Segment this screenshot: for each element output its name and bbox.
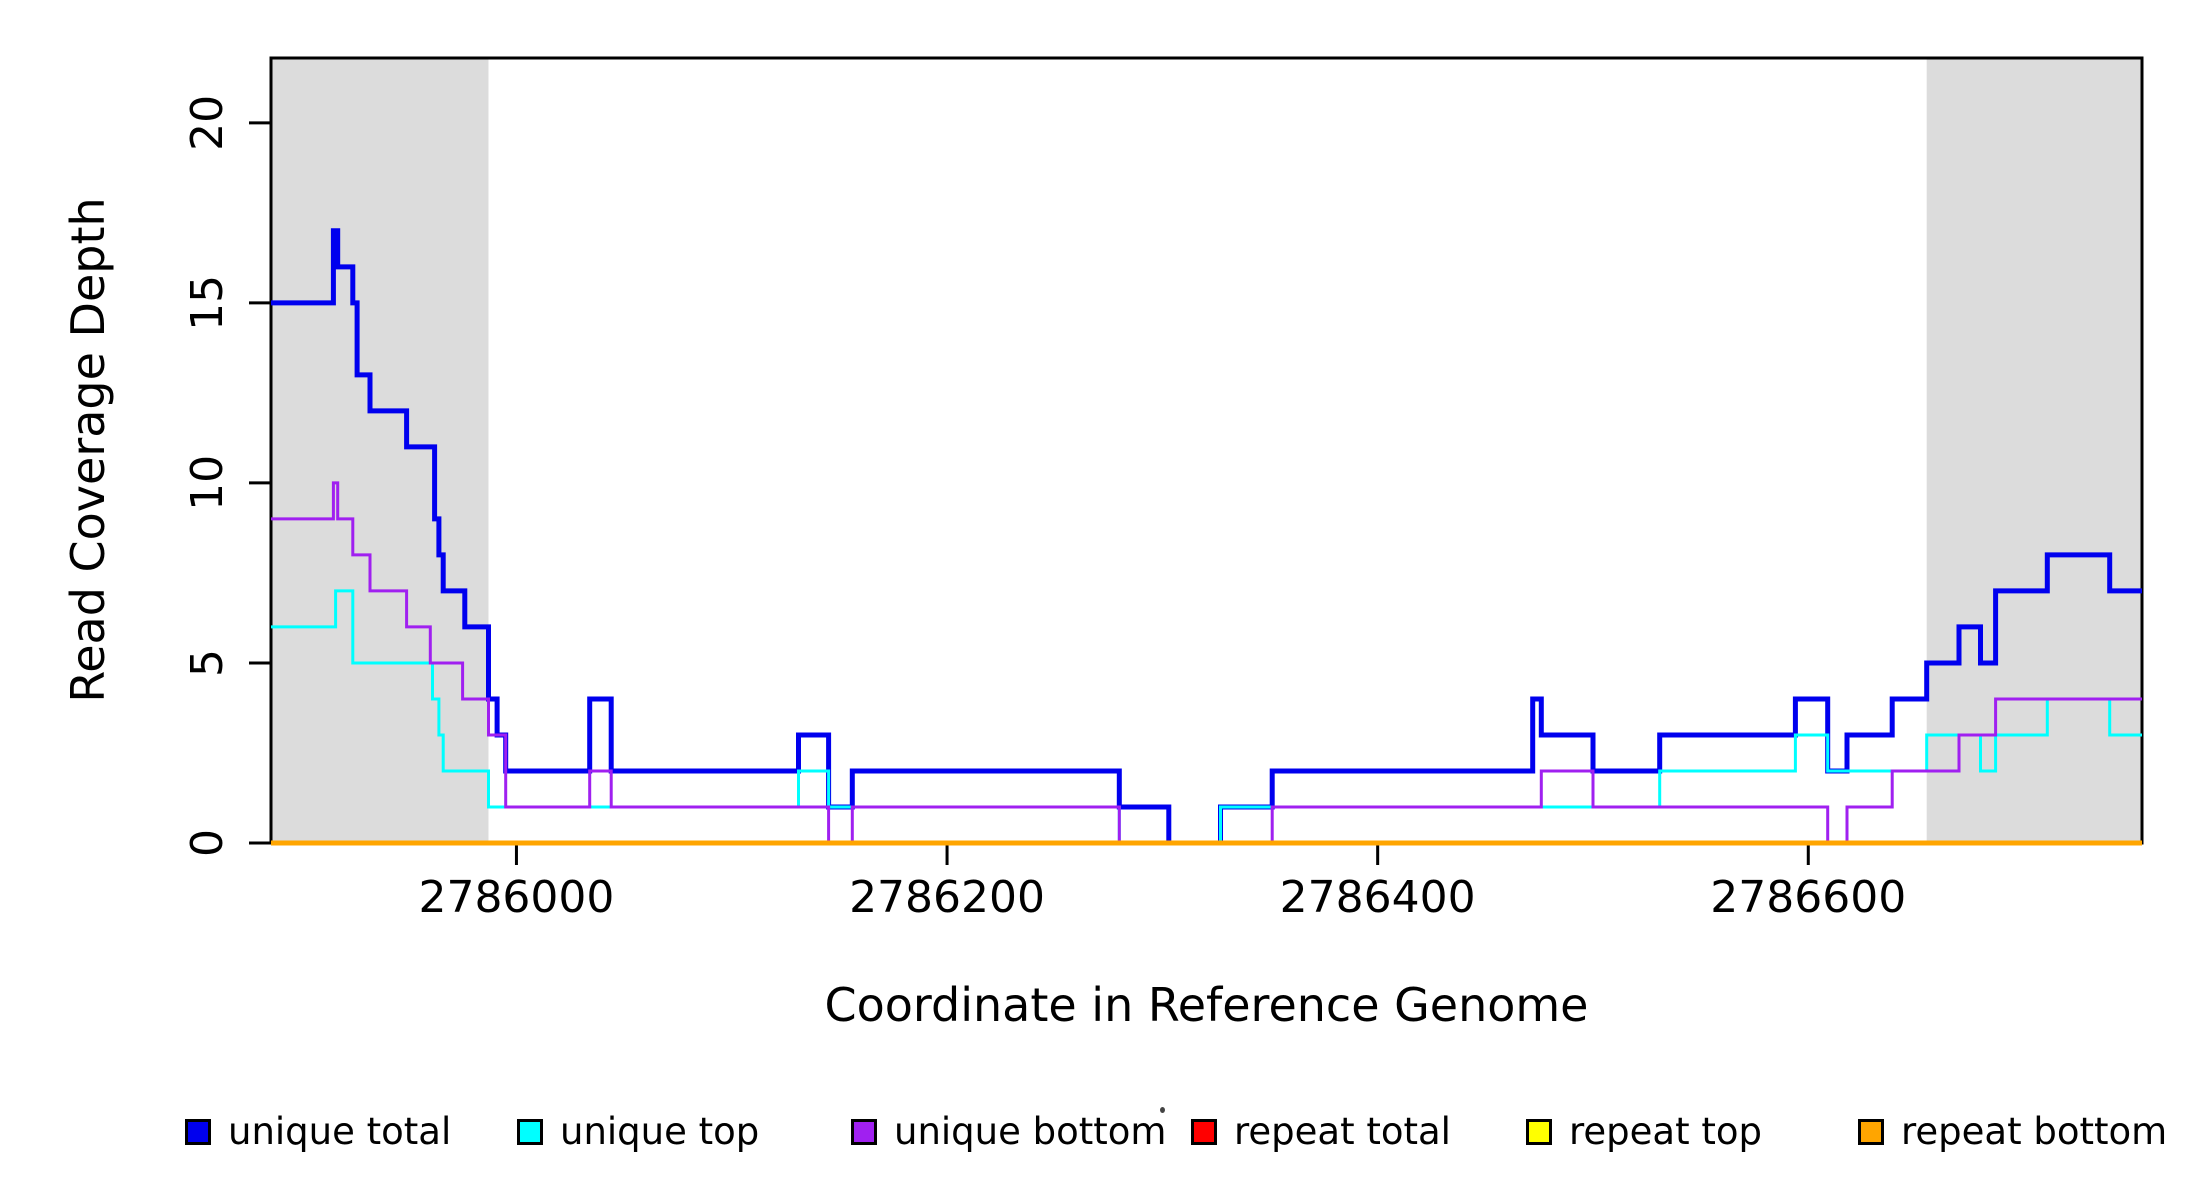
- legend-entry-repeat-total: repeat total: [1191, 1112, 1451, 1152]
- left-flank-shading: [271, 58, 489, 843]
- legend-entry-unique-bottom: unique bottom: [851, 1112, 1166, 1152]
- legend-swatch-repeat-total: [1191, 1119, 1217, 1145]
- legend-label: repeat bottom: [1901, 1110, 2168, 1153]
- legend-entry-unique-top: unique top: [517, 1112, 759, 1152]
- series-unique-total: [271, 228, 2142, 846]
- series-unique-top: [271, 589, 2142, 845]
- series-unique-bottom: [271, 481, 2142, 845]
- x-axis-title: Coordinate in Reference Genome: [824, 978, 1589, 1032]
- x-tick-label-1: 2786200: [849, 872, 1045, 923]
- legend-label: unique total: [228, 1110, 452, 1153]
- legend-swatch-unique-total: [185, 1119, 211, 1145]
- legend-swatch-unique-top: [517, 1119, 543, 1145]
- plot-frame: [269, 56, 2144, 845]
- right-flank-shading: [1926, 58, 2142, 843]
- x-tick-label-2: 2786400: [1280, 872, 1476, 923]
- legend-swatch-repeat-top: [1526, 1119, 1552, 1145]
- y-tick-label-4: 20: [182, 95, 233, 151]
- y-tick-label-0: 0: [182, 829, 233, 857]
- y-tick-label-1: 5: [182, 649, 233, 677]
- legend-entry-repeat-bottom: repeat bottom: [1858, 1112, 2167, 1152]
- x-tick-label-0: 2786000: [418, 872, 614, 923]
- stray-dot: [1160, 1107, 1165, 1113]
- legend-entry-repeat-top: repeat top: [1526, 1112, 1762, 1152]
- legend-label: repeat total: [1234, 1110, 1451, 1153]
- legend-label: unique top: [560, 1110, 760, 1153]
- legend-swatch-unique-bottom: [851, 1119, 877, 1145]
- x-tick-label-3: 2786600: [1710, 872, 1906, 923]
- y-tick-label-3: 15: [182, 275, 233, 331]
- legend-swatch-repeat-bottom: [1858, 1119, 1884, 1145]
- y-tick-label-2: 10: [182, 455, 233, 511]
- y-axis-title-text: Read Coverage Depth: [61, 197, 115, 703]
- legend-label: unique bottom: [894, 1110, 1167, 1153]
- legend-label: repeat top: [1569, 1110, 1762, 1153]
- legend-entry-unique-total: unique total: [185, 1112, 451, 1152]
